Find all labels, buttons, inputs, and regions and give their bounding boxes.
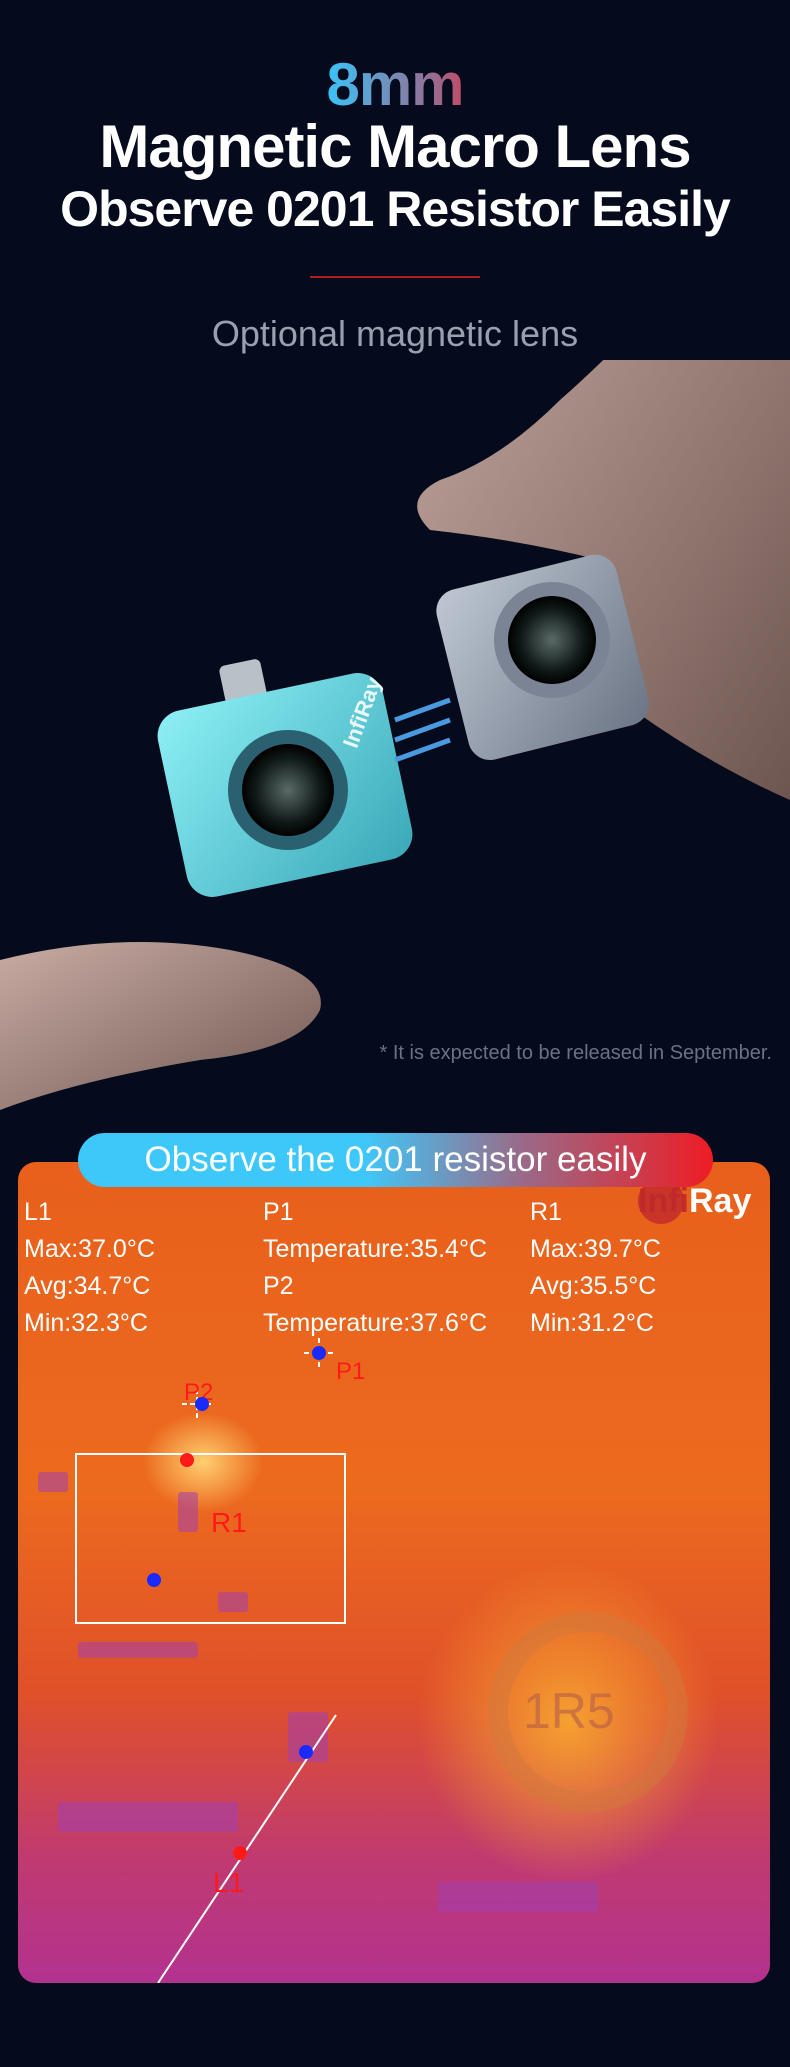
highlight-8mm: 8mm: [0, 50, 790, 119]
l1-label: L1: [213, 1867, 245, 1898]
l1-max-point: [233, 1846, 247, 1860]
release-disclaimer: * It is expected to be released in Septe…: [379, 1042, 772, 1064]
divider: [310, 276, 480, 278]
p-readouts: P1 Temperature:35.4°C P2 Temperature:37.…: [263, 1198, 487, 1337]
thumb: [0, 942, 321, 1110]
thermal-banner: Observe the 0201 resistor easily: [78, 1133, 713, 1187]
r1-label: R1: [211, 1507, 247, 1538]
r1-min-point: [147, 1573, 161, 1587]
r1-region: [75, 1453, 346, 1624]
p1-point: [312, 1346, 326, 1360]
page-title: Magnetic Macro Lens: [99, 113, 691, 180]
component-marking: 1R5: [523, 1683, 615, 1739]
tagline: Optional magnetic lens: [211, 313, 579, 354]
page-subtitle: Observe 0201 Resistor Easily: [60, 181, 731, 237]
l1-line: [157, 1338, 337, 1983]
l1-readout: L1 Max:37.0°C Avg:34.7°C Min:32.3°C: [24, 1198, 155, 1337]
l1-min-point: [299, 1745, 313, 1759]
r1-readout: R1 Max:39.7°C Avg:35.5°C Min:31.2°C: [530, 1198, 661, 1337]
product-photo: InfiRay: [0, 360, 790, 1110]
p1-label: P1: [336, 1358, 366, 1385]
thermal-image: 1R5 L1 Max:37.0°C Avg:34.7°C Min:32.3°C …: [18, 1162, 770, 1983]
r1-max-point: [180, 1453, 194, 1467]
camera-lens: [242, 744, 334, 836]
p2-point: [195, 1397, 209, 1411]
infiray-logo: InfiRay: [638, 1178, 751, 1224]
